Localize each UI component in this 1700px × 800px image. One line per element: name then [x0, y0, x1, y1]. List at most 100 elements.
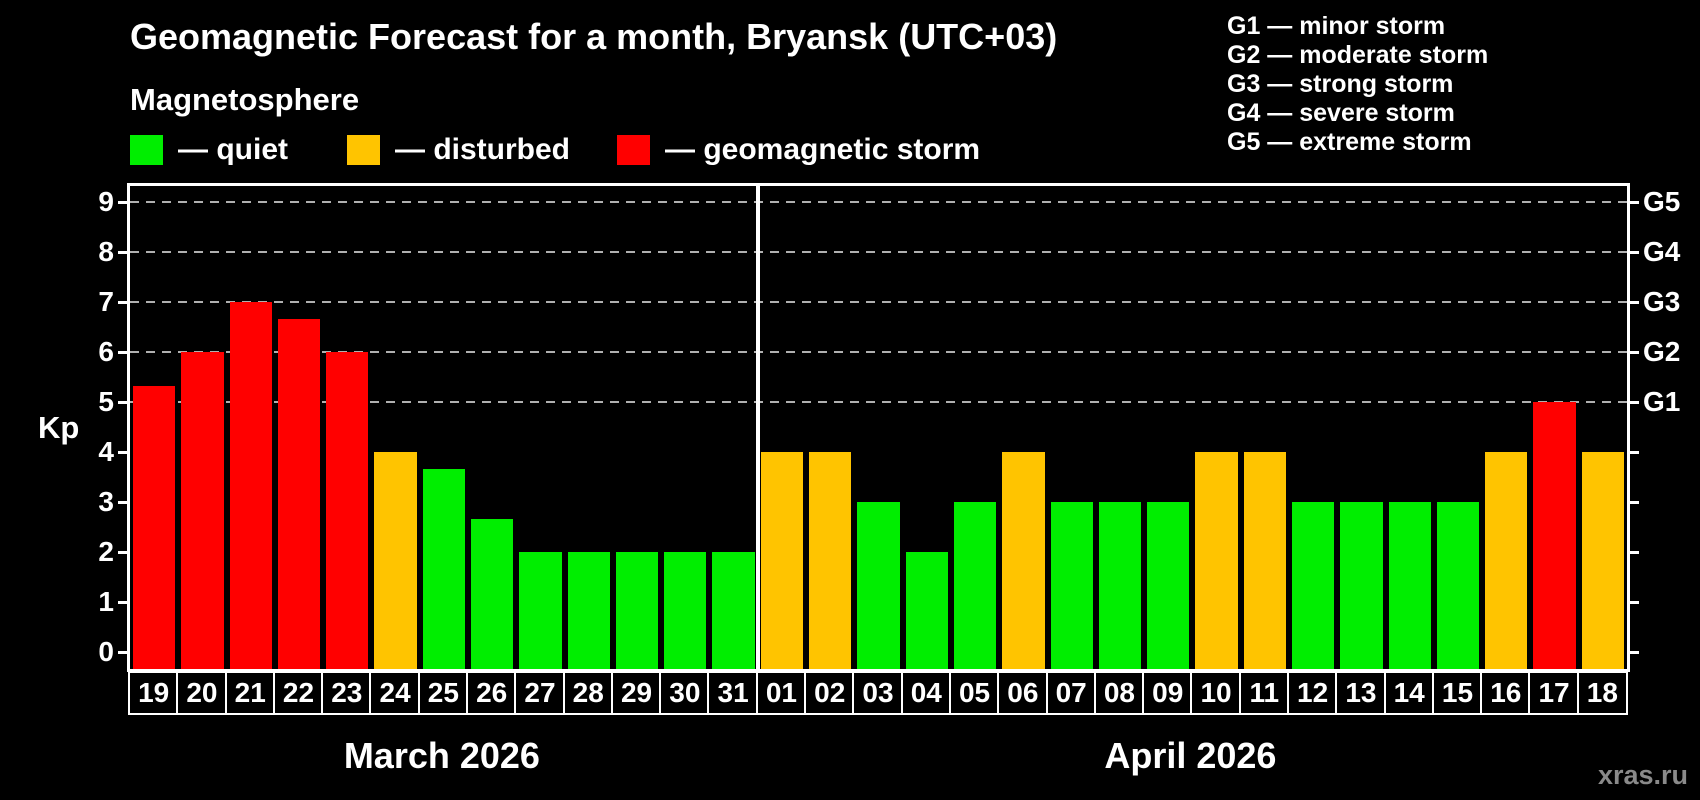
gridline-kp8 [130, 251, 1627, 253]
legend-label-disturbed: — disturbed [395, 133, 571, 166]
gridline-kp7 [130, 301, 1627, 303]
day-label-26: 26 [466, 671, 518, 715]
g-tick-1 [1630, 601, 1639, 604]
g-tick-4 [1630, 451, 1639, 454]
kp-tick-label-5: 5 [98, 386, 114, 417]
g-legend-line-g3: G3 — strong storm [1227, 70, 1454, 98]
bar-day-13 [1340, 502, 1383, 669]
g-tick-9 [1630, 201, 1639, 204]
day-label-09: 09 [1142, 671, 1194, 715]
bar-day-24 [374, 452, 417, 669]
day-label-07: 07 [1045, 671, 1097, 715]
g-axis-label-g3: G3 [1643, 286, 1681, 317]
day-label-08: 08 [1093, 671, 1146, 715]
kp-tick-0 [118, 651, 127, 654]
day-label-06: 06 [997, 671, 1049, 715]
bar-day-11 [1243, 452, 1286, 669]
chart-title: Geomagnetic Forecast for a month, Bryans… [130, 16, 1058, 57]
g-axis-label-g1: G1 [1643, 386, 1681, 417]
g-legend-line-g2: G2 — moderate storm [1227, 41, 1489, 69]
kp-tick-label-7: 7 [98, 286, 114, 317]
chart-subtitle: Magnetosphere [130, 82, 360, 117]
bar-day-27 [519, 552, 562, 669]
bar-day-23 [326, 352, 369, 669]
kp-axis-title: Kp [38, 410, 80, 445]
kp-tick-label-4: 4 [98, 436, 114, 467]
bar-day-14 [1388, 502, 1431, 669]
kp-tick-label-0: 0 [98, 636, 114, 667]
day-label-25: 25 [417, 671, 470, 715]
legend-item-disturbed: — disturbed [347, 133, 571, 166]
quiet-color-swatch [130, 135, 163, 165]
bar-day-16 [1485, 452, 1528, 669]
bar-day-19 [133, 385, 176, 669]
day-label-21: 21 [224, 671, 276, 715]
bar-day-20 [181, 352, 224, 669]
bar-day-21 [229, 302, 272, 669]
gridline-kp9 [130, 201, 1627, 203]
day-label-01: 01 [755, 671, 808, 715]
bar-day-06 [1002, 452, 1045, 669]
bar-day-01 [760, 452, 804, 669]
month-divider-line [755, 186, 760, 669]
bar-day-05 [953, 502, 997, 669]
day-label-19: 19 [128, 671, 180, 715]
kp-tick-4 [118, 451, 127, 454]
gridline-kp6 [130, 351, 1627, 353]
bar-day-28 [567, 552, 610, 669]
g-legend-line-g4: G4 — severe storm [1227, 99, 1455, 127]
g-axis-label-g2: G2 [1643, 336, 1681, 367]
g-tick-8 [1630, 251, 1639, 254]
bar-day-17 [1533, 402, 1576, 669]
bar-day-10 [1195, 452, 1238, 669]
day-label-16: 16 [1480, 671, 1532, 715]
kp-tick-6 [118, 351, 127, 354]
kp-tick-label-3: 3 [98, 486, 114, 517]
day-label-11: 11 [1238, 671, 1290, 715]
g-tick-3 [1630, 501, 1639, 504]
day-label-18: 18 [1576, 671, 1628, 715]
watermark: xras.ru [1597, 760, 1688, 790]
bar-day-03 [857, 502, 900, 669]
day-label-03: 03 [852, 671, 904, 715]
day-label-22: 22 [272, 671, 325, 715]
month-label: April 2026 [1104, 735, 1277, 776]
g-tick-5 [1630, 401, 1639, 404]
day-label-05: 05 [948, 671, 1001, 715]
plot-area: 0 1 2 3 4 5 6 7 8 9 G5 G4 G3 G2 G1 [98, 183, 1680, 672]
day-label-14: 14 [1383, 671, 1435, 715]
legend-label-storm: — geomagnetic storm [665, 133, 981, 166]
day-label-31: 31 [707, 671, 759, 715]
g-axis-label-g4: G4 [1643, 236, 1681, 267]
day-label-13: 13 [1335, 671, 1387, 715]
kp-tick-label-1: 1 [98, 586, 114, 617]
kp-tick-9 [118, 201, 127, 204]
kp-tick-label-2: 2 [98, 536, 114, 567]
kp-tick-8 [118, 251, 127, 254]
legend-label-quiet: — quiet [178, 133, 288, 166]
bar-day-25 [422, 468, 466, 669]
day-label-20: 20 [176, 671, 228, 715]
bar-day-22 [277, 318, 321, 669]
kp-tick-label-6: 6 [98, 336, 114, 367]
gridline-kp5 [130, 401, 1627, 403]
legend-item-storm: — geomagnetic storm [617, 133, 981, 166]
day-label-23: 23 [321, 671, 373, 715]
kp-tick-label-9: 9 [98, 186, 114, 217]
bar-day-30 [664, 552, 707, 669]
kp-tick-label-8: 8 [98, 236, 114, 267]
day-label-12: 12 [1286, 671, 1339, 715]
g-tick-6 [1630, 351, 1639, 354]
day-label-29: 29 [610, 671, 663, 715]
bar-day-12 [1291, 502, 1335, 669]
bar-day-07 [1050, 502, 1093, 669]
bar-day-08 [1098, 502, 1142, 669]
bar-day-04 [905, 552, 948, 669]
day-label-02: 02 [804, 671, 856, 715]
g-legend-line-g1: G1 — minor storm [1227, 12, 1446, 40]
g-scale-legend: G1 — minor storm G2 — moderate storm G3 … [1227, 12, 1488, 157]
day-axis-row: 19 20 21 22 23 24 25 26 27 28 29 30 31 01 02 03 04 05 06 07… [128, 671, 1631, 717]
kp-tick-1 [118, 601, 127, 604]
kp-tick-3 [118, 501, 127, 504]
day-label-27: 27 [514, 671, 566, 715]
